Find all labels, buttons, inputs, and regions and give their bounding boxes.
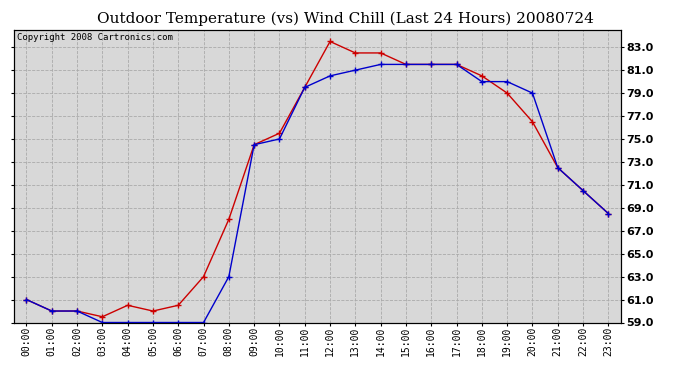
Text: Copyright 2008 Cartronics.com: Copyright 2008 Cartronics.com — [17, 33, 172, 42]
Text: Outdoor Temperature (vs) Wind Chill (Last 24 Hours) 20080724: Outdoor Temperature (vs) Wind Chill (Las… — [97, 11, 593, 26]
